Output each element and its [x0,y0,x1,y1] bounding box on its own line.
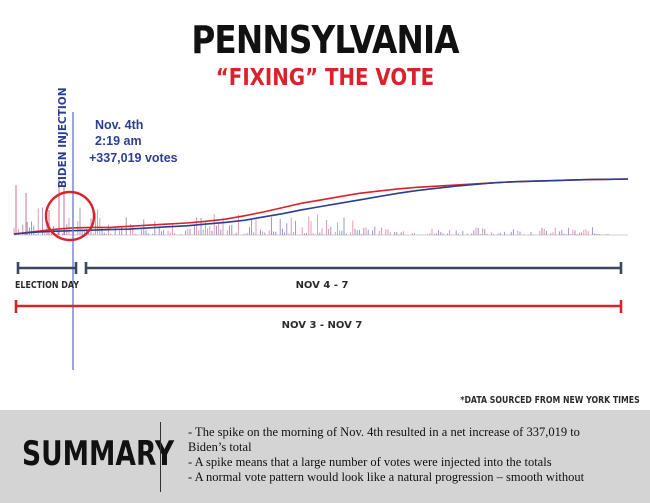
summary-list: - The spike on the morning of Nov. 4th r… [188,425,638,485]
summary-line: Biden’s total [188,440,252,454]
summary-line: - A spike means that a large number of v… [188,455,552,469]
vote-chart: BIDEN INJECTION Nov. 4th 2:19 am +337,01… [13,87,629,370]
spike-highlight-circle [44,190,96,242]
summary-line: - The spike on the morning of Nov. 4th r… [188,425,580,439]
source-note: *DATA SOURCED FROM NEW YORK TIMES [460,395,640,406]
summary-line: - A normal vote pattern would look like … [188,470,585,484]
nov4-7-bracket [84,262,623,274]
summary-title: SUMMARY [22,434,175,474]
summary-panel: SUMMARY - The spike on the morning of No… [0,410,650,503]
blue-series-line [13,178,629,235]
nov3-7-bracket [14,300,623,313]
page-subtitle: “FIXING” THE VOTE [215,65,435,91]
injection-label: BIDEN INJECTION [57,87,69,188]
election-day-label: ELECTION DAY [15,280,80,291]
nov4-7-label: NOV 4 - 7 [296,280,349,291]
election-day-bracket [16,262,78,274]
vote-spikes-group [13,177,609,235]
spike-time-label: 2:19 am [95,134,142,148]
page-title: PENNSYLVANIA [191,18,459,62]
spike-date-label: Nov. 4th [95,118,143,132]
summary-divider [160,422,161,492]
spike-votes-label: +337,019 votes [89,151,178,165]
nov3-7-label: NOV 3 - NOV 7 [282,320,363,331]
